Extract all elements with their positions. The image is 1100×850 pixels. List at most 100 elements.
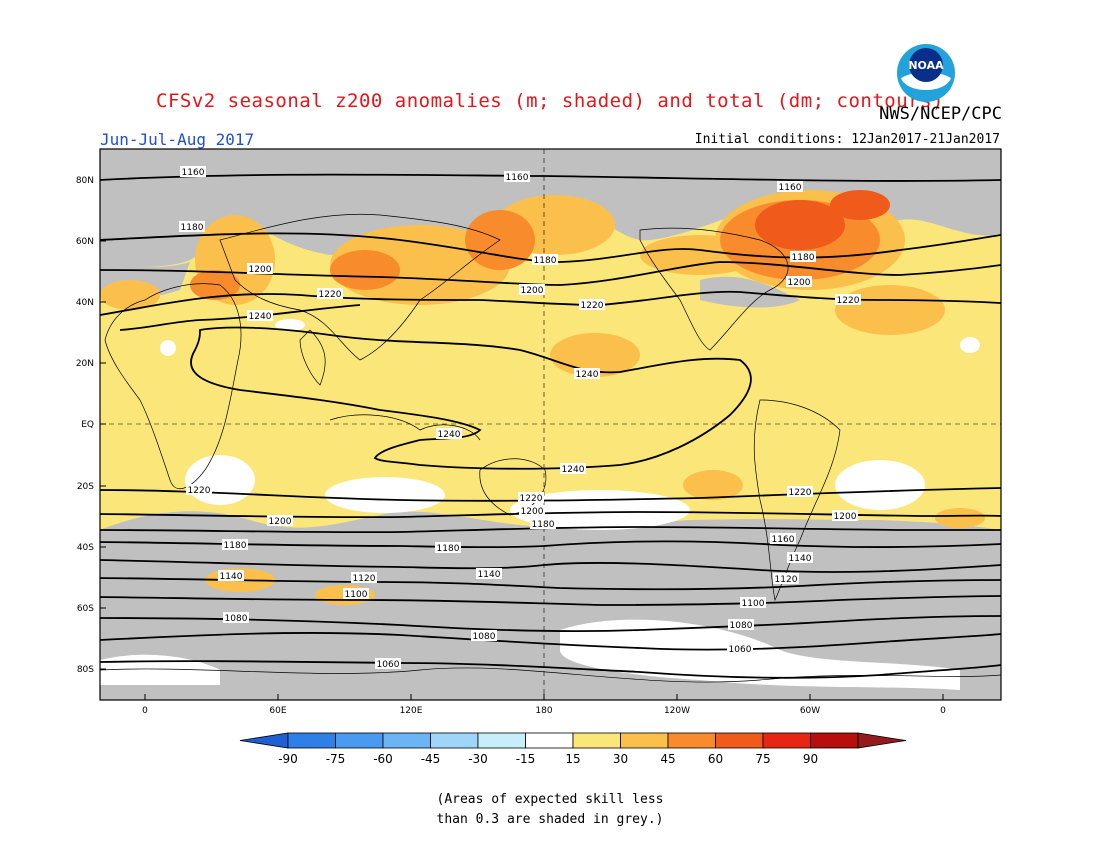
contour-label-bg xyxy=(435,542,461,553)
longitude-label: 120W xyxy=(664,706,690,716)
contour-label: 1140 xyxy=(220,572,243,582)
contour-label-bg xyxy=(222,539,248,550)
colorbar-arrow-low xyxy=(239,732,289,749)
contour-label-bg xyxy=(504,171,530,182)
contour-label-bg xyxy=(436,428,462,439)
contour-label-bg xyxy=(530,518,556,529)
organization-label: NWS/NCEP/CPC xyxy=(879,104,1002,124)
longitude-label: 0 xyxy=(142,706,148,716)
contour-label: 1140 xyxy=(789,554,812,564)
contour-label-bg xyxy=(574,368,600,379)
colorbar-box xyxy=(382,732,431,749)
contour-label-bg xyxy=(317,288,343,299)
contour-label-bg xyxy=(351,572,377,583)
contour-label-bg xyxy=(579,299,605,310)
colorbar-box xyxy=(762,732,811,749)
longitude-label: 180 xyxy=(535,706,552,716)
contour-label: 1220 xyxy=(520,494,543,504)
contour-label-bg xyxy=(773,573,799,584)
contour-label: 1200 xyxy=(269,517,292,527)
contour-label-bg xyxy=(267,515,293,526)
skill-note-line2: than 0.3 are shaded in grey.) xyxy=(436,812,664,827)
contour-label: 1060 xyxy=(729,645,752,655)
contour-label: 1220 xyxy=(837,296,860,306)
contour-label: 1160 xyxy=(506,173,529,183)
colorbar-label: 30 xyxy=(613,752,628,766)
contour-label: 1080 xyxy=(473,632,496,642)
colorbar-box xyxy=(525,732,574,749)
contour-label: 1180 xyxy=(534,256,557,266)
latitude-label: 80S xyxy=(77,665,94,675)
latitude-label: 20N xyxy=(76,359,94,369)
latitude-label: 40N xyxy=(76,298,94,308)
colorbar-box xyxy=(810,732,859,749)
contour-label: 1240 xyxy=(562,465,585,475)
contour-label: 1160 xyxy=(772,535,795,545)
colorbar-box xyxy=(335,732,384,749)
colorbar-label: -30 xyxy=(468,752,488,766)
contour-label-bg xyxy=(218,570,244,581)
contour-label: 1180 xyxy=(224,541,247,551)
colorbar-box xyxy=(620,732,669,749)
contour-label-bg xyxy=(519,284,545,295)
colorbar-boxes xyxy=(239,732,907,749)
contour-label-bg xyxy=(476,568,502,579)
contour-label-bg xyxy=(247,310,273,321)
contour-label-bg xyxy=(375,658,401,669)
colorbar-box xyxy=(477,732,526,749)
colorbar-label: 60 xyxy=(708,752,723,766)
latitude-label: 20S xyxy=(77,482,94,492)
contour-label-bg xyxy=(740,597,766,608)
contour-label: 1180 xyxy=(532,520,555,530)
colorbar-labels: -90 -75 -60 -45 -30 -15 15 30 45 60 75 90 xyxy=(278,752,818,766)
contour-label: 1240 xyxy=(249,312,272,322)
contour-label-layer: 1160 1160 1160 1180 1180 1180 1200 1200 1200 1220… xyxy=(179,166,861,670)
contour-label-bg xyxy=(179,221,205,232)
season-label: Jun-Jul-Aug 2017 xyxy=(100,130,255,149)
colorbar-label: -15 xyxy=(516,752,536,766)
colorbar-label: -75 xyxy=(326,752,346,766)
skill-note-line1: (Areas of expected skill less xyxy=(436,792,664,807)
chart-title: CFSv2 seasonal z200 anomalies (m; shaded… xyxy=(156,90,944,112)
grey-skill-north2 xyxy=(100,260,800,308)
colorbar-arrow-high xyxy=(857,732,907,749)
contour-label-bg xyxy=(770,533,796,544)
contour-label-bg xyxy=(519,505,545,516)
contour-label: 1220 xyxy=(789,488,812,498)
grey-skill-north xyxy=(100,149,1001,267)
contour-label: 1220 xyxy=(319,290,342,300)
contour-label-bg xyxy=(223,612,249,623)
contour-label: 1160 xyxy=(779,183,802,193)
contour-label-bg xyxy=(247,263,273,274)
contour-label: 1100 xyxy=(742,599,765,609)
contour-label: 1160 xyxy=(182,168,205,178)
contour-label: 1200 xyxy=(249,265,272,275)
noaa-logo: NOAA xyxy=(897,44,955,102)
contour-label: 1180 xyxy=(437,544,460,554)
contour-label: 1080 xyxy=(730,621,753,631)
contour-label-bg xyxy=(728,619,754,630)
contour-label: 1060 xyxy=(377,660,400,670)
latitude-labels: 80N 60N 40N 20N EQ 20S 40S 60S 80S xyxy=(76,176,106,675)
latitude-label: 40S xyxy=(77,543,94,553)
contour-label-bg xyxy=(835,294,861,305)
initial-conditions-label: Initial conditions: 12Jan2017-21Jan2017 xyxy=(694,132,1000,147)
contour-label: 1120 xyxy=(353,574,376,584)
contour-label: 1240 xyxy=(576,370,599,380)
latitude-label: 60S xyxy=(77,604,94,614)
colorbar-box xyxy=(572,732,621,749)
longitude-label: 0 xyxy=(940,706,946,716)
contour-label: 1200 xyxy=(521,286,544,296)
skill-note: (Areas of expected skill less than 0.3 a… xyxy=(0,790,1100,830)
longitude-label: 60E xyxy=(269,706,286,716)
contour-label-bg xyxy=(180,166,206,177)
contour-label-bg xyxy=(727,643,753,654)
longitude-label: 60W xyxy=(800,706,820,716)
z200-contours xyxy=(100,173,1001,679)
contour-label: 1100 xyxy=(345,590,368,600)
colorbar-box xyxy=(715,732,764,749)
contour-label-bg xyxy=(518,492,544,503)
red-anomalies xyxy=(755,190,890,250)
